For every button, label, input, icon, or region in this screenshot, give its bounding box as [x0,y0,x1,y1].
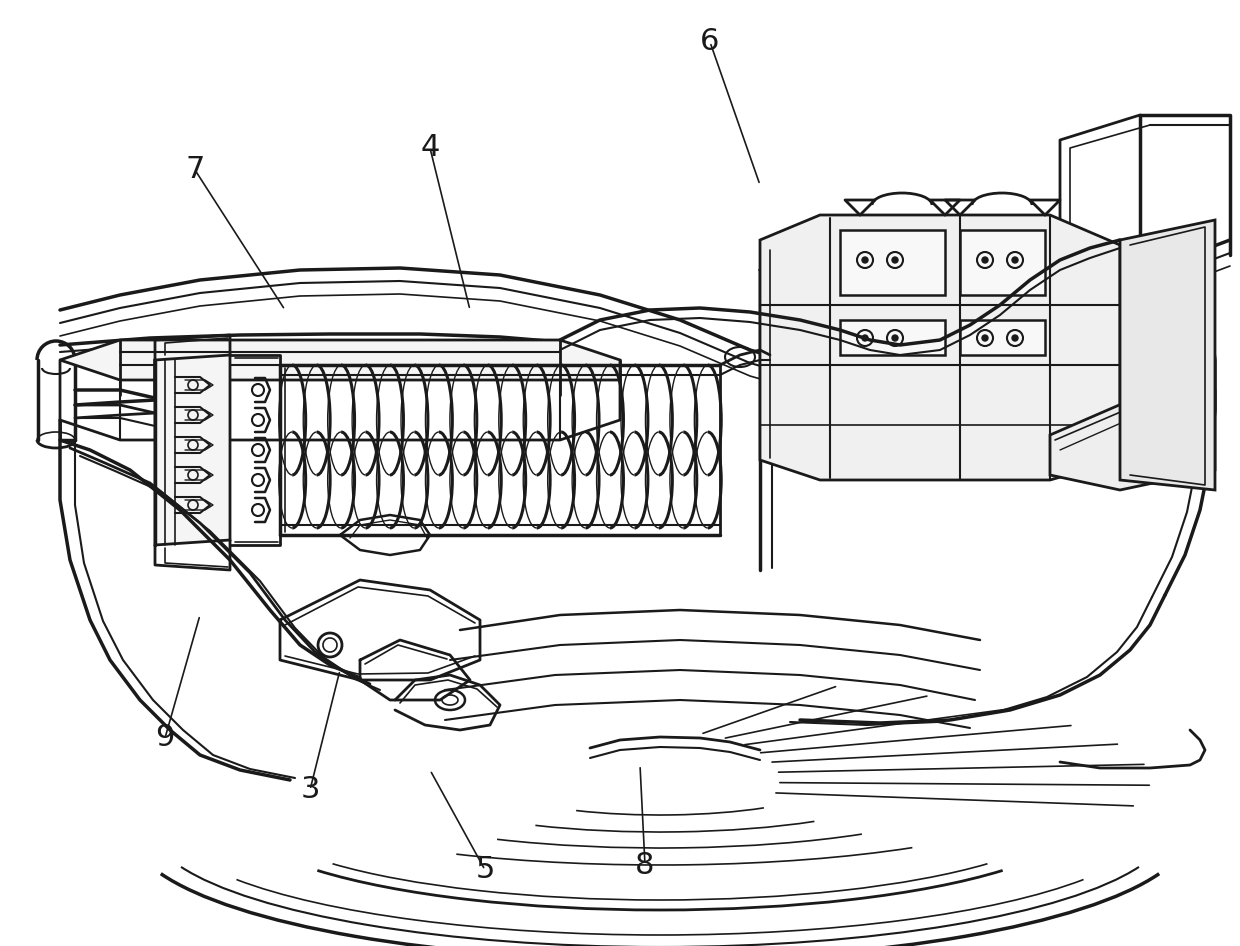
Text: 7: 7 [185,155,205,184]
Text: 4: 4 [420,133,440,163]
Polygon shape [1120,220,1215,490]
Polygon shape [839,230,945,295]
Text: 6: 6 [701,27,719,57]
Circle shape [892,335,898,341]
Circle shape [862,257,868,263]
Polygon shape [60,340,620,380]
Polygon shape [960,230,1045,295]
Circle shape [1012,335,1018,341]
Circle shape [892,257,898,263]
Circle shape [1012,257,1018,263]
Text: 8: 8 [635,850,655,880]
Circle shape [982,335,988,341]
Circle shape [862,335,868,341]
Text: 9: 9 [155,724,175,752]
Polygon shape [155,355,229,545]
Circle shape [982,257,988,263]
Polygon shape [760,215,1120,480]
Polygon shape [839,320,945,355]
Polygon shape [960,320,1045,355]
Text: 5: 5 [475,855,495,885]
Text: 3: 3 [300,776,320,804]
Polygon shape [1050,370,1215,490]
